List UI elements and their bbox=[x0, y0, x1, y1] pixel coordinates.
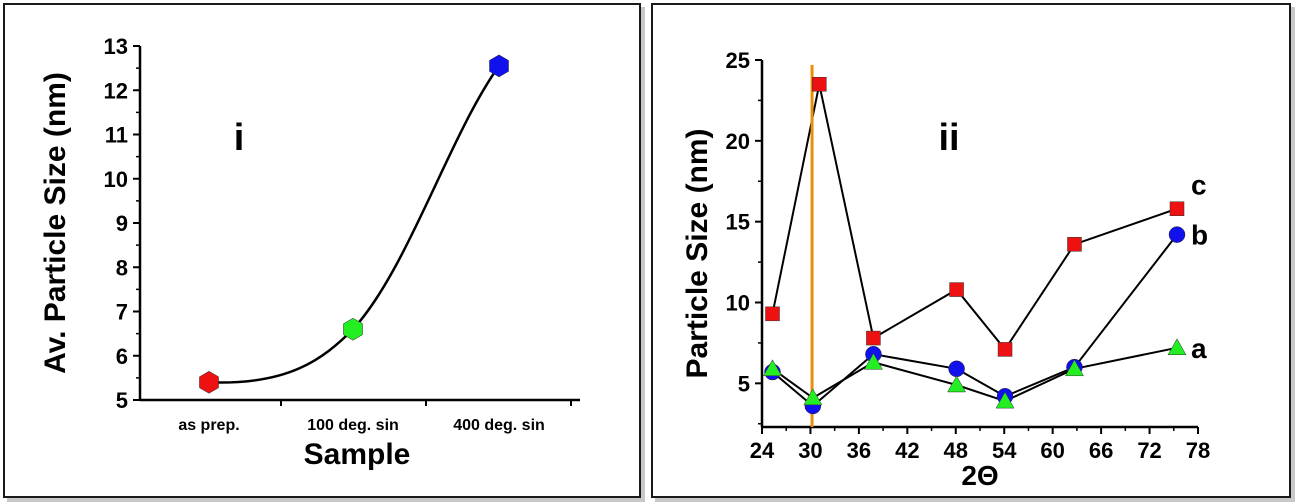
data-point-c-5 bbox=[997, 342, 1013, 357]
data-point-c-2 bbox=[812, 77, 827, 92]
data-point-c-3 bbox=[866, 330, 881, 346]
data-point-c-6 bbox=[1067, 237, 1082, 252]
chart-panel-i: 5 6 7 8 9 10 11 12 13 as prep. 100 deg. sin 400 deg… bbox=[3, 3, 641, 498]
x-tick-label: 78 bbox=[1186, 438, 1210, 463]
x-tick-label: 42 bbox=[895, 438, 919, 463]
data-point-a-4 bbox=[947, 375, 967, 393]
chart-panel-ii: 5 10 15 20 25 24 30 36 42 48 54 60 66 72 78 c b a ii 2Θ Part… bbox=[651, 3, 1291, 498]
data-point-b-7 bbox=[1168, 226, 1186, 243]
data-point-3 bbox=[489, 54, 509, 78]
series-label-b: b bbox=[1191, 220, 1208, 251]
y-tick-label: 10 bbox=[104, 167, 128, 192]
particle-size-by-sample-chart: 5 6 7 8 9 10 11 12 13 as prep. 100 deg. sin 400 deg… bbox=[39, 34, 580, 471]
x-tick-label: 72 bbox=[1137, 438, 1161, 463]
x-tick-label: 66 bbox=[1089, 438, 1113, 463]
data-point-a-1 bbox=[763, 359, 782, 377]
y-tick-label: 12 bbox=[104, 78, 128, 103]
data-point-2 bbox=[343, 317, 363, 341]
y-axis-title: Particle Size (nm) bbox=[681, 128, 714, 378]
y-tick-label: 10 bbox=[726, 291, 750, 316]
data-point-a-3 bbox=[863, 352, 883, 370]
series-line-c bbox=[771, 84, 1178, 352]
x-tick-label: 54 bbox=[992, 438, 1017, 463]
x-tick-label: 24 bbox=[750, 438, 775, 463]
y-tick-label: 7 bbox=[116, 300, 128, 325]
data-point-c-4 bbox=[949, 282, 964, 297]
x-tick-label: as prep. bbox=[178, 417, 239, 434]
y-tick-label: 6 bbox=[116, 344, 128, 369]
data-point-a-2 bbox=[803, 388, 823, 406]
y-tick-label: 15 bbox=[726, 210, 750, 235]
data-point-a-6 bbox=[1065, 359, 1084, 377]
x-axis-title: Sample bbox=[304, 438, 411, 471]
x-tick-label: 30 bbox=[798, 438, 822, 463]
series-label-c: c bbox=[1191, 170, 1207, 201]
fit-curve bbox=[208, 65, 501, 384]
series-line-a bbox=[771, 346, 1178, 403]
series-line-b bbox=[771, 233, 1178, 408]
y-axis-title: Av. Particle Size (nm) bbox=[39, 72, 72, 374]
particle-size-vs-2theta-chart: 5 10 15 20 25 24 30 36 42 48 54 60 66 72 78 cb a ii 2Θ Part… bbox=[681, 48, 1210, 491]
data-point-c-1 bbox=[765, 306, 780, 322]
y-tick-label: 13 bbox=[104, 34, 128, 59]
data-point-a-5 bbox=[995, 391, 1015, 409]
series-label-a: a bbox=[1191, 333, 1207, 364]
y-tick-label: 25 bbox=[726, 48, 750, 73]
y-tick-label: 20 bbox=[726, 129, 750, 154]
x-tick-label: 60 bbox=[1040, 438, 1064, 463]
y-tick-label: 8 bbox=[116, 255, 128, 280]
y-tick-label: 5 bbox=[738, 371, 750, 396]
x-tick-label: 400 deg. sin bbox=[453, 417, 545, 434]
x-tick-label: 36 bbox=[847, 438, 871, 463]
data-point-1 bbox=[199, 371, 219, 394]
panel-label: i bbox=[234, 117, 245, 159]
panel-label: ii bbox=[938, 117, 959, 159]
x-axis-title: 2Θ bbox=[961, 460, 998, 491]
x-tick-label: 48 bbox=[944, 438, 968, 463]
y-tick-label: 9 bbox=[116, 211, 128, 236]
data-point-a-7 bbox=[1167, 338, 1187, 356]
data-point-b-4 bbox=[948, 360, 965, 378]
y-tick-label: 11 bbox=[105, 123, 128, 148]
y-tick-label: 5 bbox=[116, 388, 128, 413]
data-point-c-7 bbox=[1169, 201, 1185, 216]
x-tick-label: 100 deg. sin bbox=[307, 417, 399, 434]
